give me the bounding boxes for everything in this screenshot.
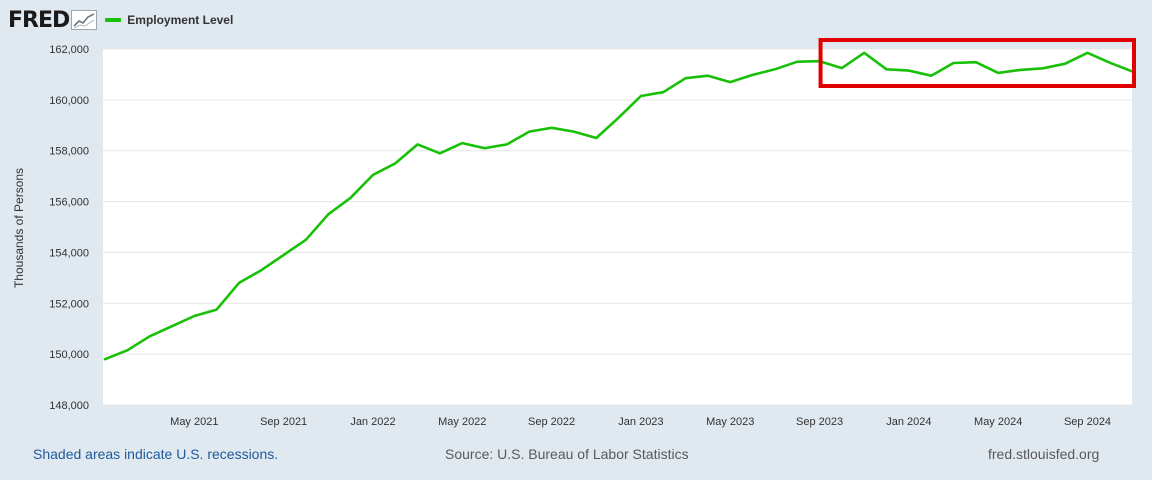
x-tick-label: May 2024: [974, 416, 1022, 428]
legend-swatch: [105, 18, 122, 22]
y-tick-label: 160,000: [49, 95, 89, 107]
line-chart: May 2021 Sep 2021 Jan 2022 May 2022 Sep 2022…: [12, 38, 1136, 428]
y-tick-label: 152,000: [49, 298, 89, 310]
x-tick-label: May 2023: [706, 416, 754, 428]
source-text: Source: U.S. Bureau of Labor Statistics: [445, 446, 689, 462]
recession-note-link[interactable]: Shaded areas indicate U.S. recessions.: [33, 446, 279, 462]
y-tick-label: 154,000: [49, 247, 89, 259]
series-line-employment-level[interactable]: [103, 51, 1134, 361]
chart-line-icon: [71, 10, 98, 30]
legend-label[interactable]: Employment Level: [127, 13, 234, 27]
grid-lines: [103, 48, 1132, 406]
y-tick-label: 158,000: [49, 146, 89, 158]
site-link[interactable]: fred.stlouisfed.org: [988, 446, 1100, 462]
x-tick-label: Jan 2022: [350, 416, 395, 428]
y-tick-label: 148,000: [49, 400, 89, 412]
x-tick-label: May 2022: [438, 416, 486, 428]
plot-area: [103, 49, 1132, 405]
x-tick-label: Jan 2024: [886, 416, 931, 428]
highlight-box: [818, 38, 1136, 88]
x-tick-label: Sep 2022: [528, 416, 575, 428]
series: [103, 51, 1134, 361]
annotations: [818, 38, 1136, 88]
y-tick-label: 156,000: [49, 197, 89, 209]
x-axis: May 2021 Sep 2021 Jan 2022 May 2022 Sep 2022…: [170, 416, 1111, 428]
y-tick-label: 150,000: [49, 349, 89, 361]
y-tick-label: 162,000: [49, 44, 89, 56]
fred-logo[interactable]: FRED: [8, 7, 70, 33]
fred-header: FRED Employment Level: [8, 6, 233, 34]
x-tick-label: Sep 2024: [1064, 416, 1111, 428]
x-tick-label: Sep 2021: [260, 416, 307, 428]
y-axis-label: Thousands of Persons: [12, 168, 26, 288]
x-tick-label: May 2021: [170, 416, 218, 428]
y-axis: 148,000 150,000 152,000 154,000 156,000 158,0…: [49, 44, 89, 412]
x-tick-label: Sep 2023: [796, 416, 843, 428]
x-tick-label: Jan 2023: [618, 416, 663, 428]
